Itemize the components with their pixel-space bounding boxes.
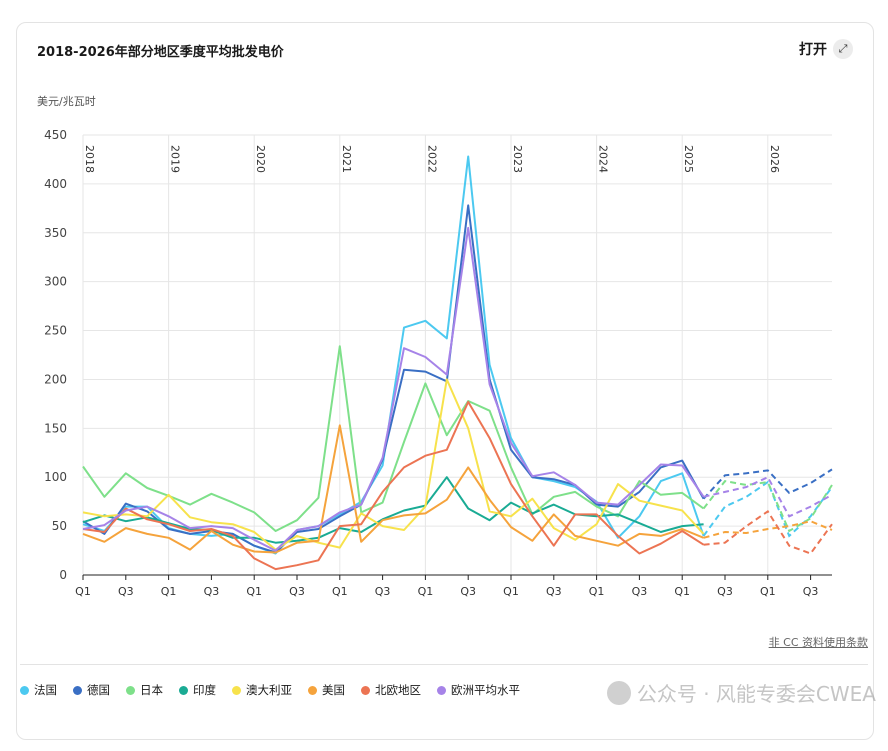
year-label: 2018 <box>83 145 96 173</box>
x-tick-label: Q3 <box>717 585 733 598</box>
year-label: 2026 <box>768 145 781 173</box>
series-line <box>82 345 705 532</box>
series-forecast-line <box>703 475 833 518</box>
x-tick-label: Q3 <box>460 585 476 598</box>
y-tick-label: 100 <box>44 470 67 484</box>
legend-item[interactable]: 印度 <box>179 682 216 698</box>
x-tick-label: Q3 <box>118 585 134 598</box>
year-label: 2019 <box>169 145 182 173</box>
legend-label: 澳大利亚 <box>246 683 292 697</box>
x-tick-label: Q1 <box>75 585 91 598</box>
open-label: 打开 <box>799 42 827 58</box>
series-forecast-line <box>702 480 833 538</box>
y-tick-label: 350 <box>44 226 67 240</box>
y-tick-label: 250 <box>44 324 67 338</box>
y-axis-unit: 美元/兆瓦时 <box>37 95 96 108</box>
series-line <box>82 400 705 571</box>
x-tick-label: Q3 <box>632 585 648 598</box>
legend-swatch <box>179 685 188 695</box>
x-tick-label: Q1 <box>503 585 519 598</box>
y-tick-label: 150 <box>44 421 67 435</box>
year-label: 2022 <box>425 145 438 173</box>
x-tick-label: Q3 <box>803 585 819 598</box>
series-line <box>82 155 705 555</box>
legend-label: 法国 <box>34 683 57 697</box>
wechat-icon <box>606 680 631 705</box>
legend-item[interactable]: 日本 <box>126 682 163 698</box>
watermark: 公众号 · 风能专委会CWEA <box>606 678 876 707</box>
series-line <box>82 476 704 544</box>
legend-swatch <box>232 685 241 695</box>
legend-item[interactable]: 北欧地区 <box>361 682 421 698</box>
divider <box>20 664 868 665</box>
year-label: 2025 <box>682 145 695 173</box>
year-label: 2023 <box>511 145 524 173</box>
legend-label: 日本 <box>140 683 163 697</box>
legend-item[interactable]: 法国 <box>20 682 57 698</box>
x-tick-label: Q1 <box>674 585 690 598</box>
legend-item[interactable]: 欧洲平均水平 <box>437 682 520 698</box>
y-tick-label: 0 <box>59 568 67 582</box>
chart-title: 2018-2026年部分地区季度平均批发电价 <box>37 45 284 60</box>
y-tick-label: 400 <box>44 177 67 191</box>
x-tick-label: Q3 <box>289 585 305 598</box>
legend-swatch <box>126 685 135 695</box>
legend-item[interactable]: 美国 <box>308 682 345 698</box>
year-label: 2020 <box>254 145 267 173</box>
y-tick-label: 50 <box>52 519 67 533</box>
series-forecast-line <box>703 509 833 555</box>
x-tick-label: Q3 <box>375 585 391 598</box>
license-link[interactable]: 非 CC 资料使用条款 <box>768 636 868 649</box>
x-tick-label: Q3 <box>546 585 562 598</box>
year-label: 2024 <box>597 145 610 173</box>
legend-label: 美国 <box>322 683 345 697</box>
x-tick-label: Q3 <box>204 585 220 598</box>
legend-swatch <box>73 685 82 695</box>
legend: 法国 德国 日本 印度 澳大利亚 美国 北欧地区 欧洲平均水平 <box>20 682 520 698</box>
series-forecast-line <box>702 468 833 500</box>
x-tick-label: Q1 <box>418 585 434 598</box>
legend-item[interactable]: 德国 <box>73 682 110 698</box>
watermark-text: 公众号 · 风能专委会CWEA <box>636 682 876 706</box>
series-line <box>82 424 704 554</box>
x-tick-label: Q1 <box>246 585 262 598</box>
series-forecast-line <box>703 520 833 539</box>
legend-swatch <box>361 685 370 695</box>
x-tick-label: Q1 <box>161 585 177 598</box>
series-line <box>82 204 705 554</box>
legend-swatch <box>20 685 29 695</box>
x-tick-label: Q1 <box>332 585 348 598</box>
year-label: 2021 <box>340 145 353 173</box>
y-tick-label: 200 <box>44 372 67 386</box>
y-tick-label: 300 <box>44 275 67 289</box>
legend-item[interactable]: 澳大利亚 <box>232 682 292 698</box>
legend-swatch <box>437 685 446 695</box>
x-tick-label: Q1 <box>760 585 776 598</box>
expand-icon[interactable]: ⤢ <box>833 39 853 59</box>
legend-label: 德国 <box>87 683 110 697</box>
open-button[interactable]: 打开 ⤢ <box>799 39 853 59</box>
y-tick-label: 450 <box>44 128 67 142</box>
series-line <box>82 226 705 552</box>
x-tick-label: Q1 <box>589 585 605 598</box>
legend-label: 北欧地区 <box>375 683 421 697</box>
legend-swatch <box>308 685 317 695</box>
series-forecast-line <box>702 480 833 533</box>
legend-label: 欧洲平均水平 <box>451 683 520 697</box>
legend-label: 印度 <box>193 683 216 697</box>
